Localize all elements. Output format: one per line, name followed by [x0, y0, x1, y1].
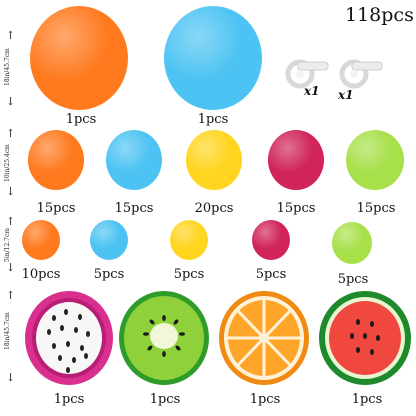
count-label: 1pcs: [53, 392, 85, 407]
up-arrow-icon: ↑: [6, 29, 16, 42]
count-label: 15pcs: [356, 201, 396, 216]
down-arrow-icon: ↓: [6, 185, 16, 198]
strip-quantity-left: x1: [304, 84, 320, 98]
count-label: 5pcs: [173, 267, 205, 282]
watermelon-foil-balloon: [319, 291, 411, 385]
count-label: 1pcs: [197, 112, 229, 127]
count-label: 10pcs: [21, 267, 61, 282]
balloon-large-sky-blue: [164, 6, 262, 110]
count-label: 15pcs: [114, 201, 154, 216]
balloon-small-yellow: [170, 220, 208, 260]
balloon-large-orange: [30, 6, 128, 110]
balloon-strip-tool-icon: [285, 59, 329, 89]
count-label: 1pcs: [65, 112, 97, 127]
count-label: 15pcs: [36, 201, 76, 216]
balloon-medium-rose-red: [268, 130, 324, 190]
size-label-row4: 18in/45.7cm: [4, 312, 11, 350]
size-label-row2: 10in/25.4cm: [4, 144, 11, 182]
count-label: 15pcs: [276, 201, 316, 216]
down-arrow-icon: ↓: [6, 261, 16, 274]
dragon-fruit-foil-balloon: [25, 291, 113, 385]
strip-quantity-right: x1: [338, 88, 354, 102]
count-label: 5pcs: [337, 272, 369, 287]
balloon-medium-lime-green: [346, 130, 404, 190]
size-label-row3: 5in/12.7cm: [4, 227, 11, 262]
size-label-row1: 18in/45.7cm: [4, 48, 11, 86]
balloon-small-lime-green: [332, 222, 372, 264]
orange-slice-foil-balloon: [219, 291, 309, 385]
count-label: 1pcs: [351, 392, 383, 407]
balloon-medium-sky-blue: [106, 130, 162, 190]
balloon-small-orange: [22, 220, 60, 260]
total-count: 118pcs: [345, 4, 414, 26]
up-arrow-icon: ↑: [6, 127, 16, 140]
count-label: 1pcs: [249, 392, 281, 407]
balloon-strip-tool-icon: [339, 59, 383, 89]
balloon-small-rose-red: [252, 220, 290, 260]
down-arrow-icon: ↓: [6, 371, 16, 384]
up-arrow-icon: ↑: [6, 289, 16, 302]
down-arrow-icon: ↓: [6, 95, 16, 108]
balloon-small-sky-blue: [90, 220, 128, 260]
count-label: 5pcs: [93, 267, 125, 282]
count-label: 20pcs: [194, 201, 234, 216]
up-arrow-icon: ↑: [6, 215, 16, 228]
balloon-medium-orange: [28, 130, 84, 190]
count-label: 1pcs: [149, 392, 181, 407]
count-label: 5pcs: [255, 267, 287, 282]
balloon-medium-yellow: [186, 130, 242, 190]
kiwi-foil-balloon: [119, 291, 209, 385]
